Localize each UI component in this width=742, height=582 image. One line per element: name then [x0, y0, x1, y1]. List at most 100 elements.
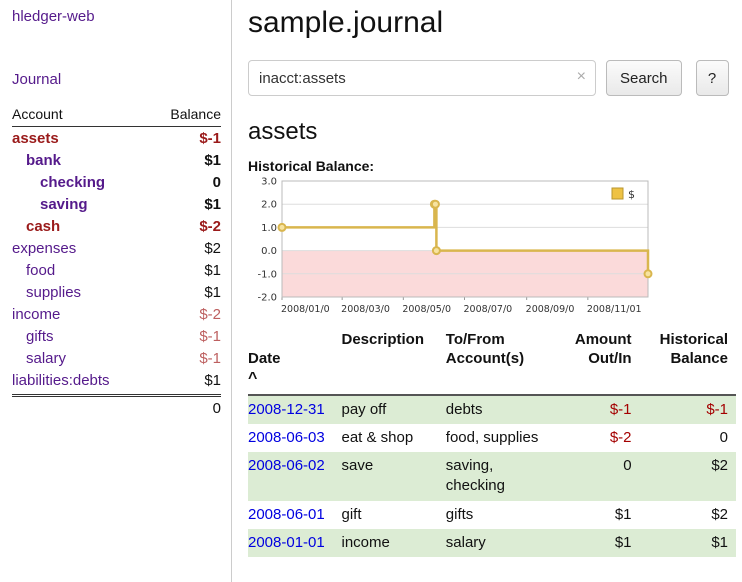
- search-button[interactable]: Search: [606, 60, 682, 96]
- account-row: cash $-2: [12, 215, 221, 237]
- account-balance: $1: [204, 283, 221, 301]
- account-heading: assets: [248, 118, 318, 145]
- sidebar-item-journal[interactable]: Journal: [12, 71, 62, 88]
- svg-text:-1.0: -1.0: [257, 269, 277, 280]
- transaction-description: save: [341, 457, 374, 474]
- accounts-table: Account Balance assets $-1 bank $1 check…: [12, 106, 221, 420]
- svg-text:$: $: [628, 188, 635, 201]
- date-header-label: Date: [248, 349, 281, 367]
- account-row: saving $1: [12, 193, 221, 215]
- account-balance: $1: [204, 261, 221, 279]
- transaction-accounts: saving, checking: [445, 457, 505, 495]
- account-link-cash[interactable]: cash: [26, 217, 61, 235]
- transaction-historical-balance: $1: [711, 533, 728, 551]
- account-link-bank[interactable]: bank: [26, 151, 62, 169]
- transaction-historical-balance: 0: [719, 428, 728, 446]
- account-row: assets $-1: [12, 127, 221, 149]
- svg-text:0.0: 0.0: [261, 246, 277, 257]
- search-input[interactable]: [248, 60, 596, 96]
- svg-text:1.0: 1.0: [261, 223, 277, 234]
- svg-text:2008/05/0: 2008/05/0: [402, 304, 451, 315]
- search-box: ×: [248, 60, 596, 96]
- transaction-row: 2008-06-03 eat & shop food, supplies $-2…: [248, 424, 736, 452]
- transaction-description: eat & shop: [341, 428, 414, 446]
- transaction-date-link[interactable]: 2008-06-02: [248, 457, 325, 474]
- account-row: liabilities:debts $1: [12, 369, 221, 391]
- svg-text:3.0: 3.0: [261, 177, 277, 188]
- svg-text:-2.0: -2.0: [257, 293, 277, 304]
- transaction-accounts: debts: [445, 400, 483, 418]
- transaction-row: 2008-01-01 income salary $1 $1: [248, 528, 736, 557]
- accounts-table-header: Account Balance: [12, 106, 221, 127]
- transaction-date-link[interactable]: 2008-06-01: [248, 505, 325, 523]
- account-balance: $-2: [199, 217, 221, 235]
- account-balance: $-2: [199, 305, 221, 323]
- column-header-amount: Amount Out/In: [558, 329, 640, 396]
- column-header-historical-balance: Historical Balance: [639, 329, 736, 396]
- transaction-row: 2008-06-02 save saving, checking 0 $2: [248, 452, 736, 501]
- transaction-description: income: [341, 533, 390, 551]
- svg-text:2008/11/01: 2008/11/01: [587, 304, 642, 315]
- svg-text:2008/09/0: 2008/09/0: [526, 304, 575, 315]
- clear-search-icon[interactable]: ×: [576, 68, 586, 85]
- account-link-salary[interactable]: salary: [26, 349, 67, 367]
- transaction-row: 2008-06-01 gift gifts $1 $2: [248, 501, 736, 529]
- transactions-table: Date ^ Description To/From Account(s) Am…: [248, 329, 736, 557]
- transaction-description: pay off: [341, 400, 387, 418]
- main-content: sample.journal × Search ? assets Histori…: [232, 0, 742, 582]
- chart-title: Historical Balance:: [248, 158, 375, 174]
- column-header-tofrom: To/From Account(s): [437, 329, 559, 396]
- account-link-assets[interactable]: assets: [12, 129, 59, 147]
- account-row: income $-2: [12, 303, 221, 325]
- accounts-header-balance: Balance: [170, 106, 221, 122]
- account-link-gifts[interactable]: gifts: [26, 327, 54, 345]
- sidebar: hledger-web Journal Account Balance asse…: [0, 0, 232, 582]
- transaction-date-link[interactable]: 2008-01-01: [248, 533, 325, 551]
- account-row: expenses $2: [12, 237, 221, 259]
- account-link-supplies[interactable]: supplies: [26, 283, 82, 301]
- transaction-accounts: salary: [445, 533, 486, 551]
- transactions-header-row: Date ^ Description To/From Account(s) Am…: [248, 329, 736, 396]
- transaction-historical-balance: $-1: [706, 400, 728, 418]
- transaction-accounts: food, supplies: [445, 428, 539, 446]
- transaction-historical-balance: $2: [711, 505, 728, 523]
- account-balance: $1: [204, 151, 221, 169]
- column-header-date[interactable]: Date ^: [248, 329, 334, 396]
- accounts-total: 0: [12, 394, 221, 420]
- transaction-row: 2008-12-31 pay off debts $-1 $-1: [248, 394, 736, 424]
- sort-ascending-icon: ^: [248, 369, 258, 387]
- transaction-amount: $1: [614, 533, 632, 551]
- account-link-checking[interactable]: checking: [40, 173, 106, 191]
- transaction-amount: $1: [614, 505, 632, 523]
- account-balance: $-1: [199, 129, 221, 147]
- transaction-historical-balance: $2: [711, 457, 728, 474]
- account-row: food $1: [12, 259, 221, 281]
- transaction-description: gift: [341, 505, 362, 523]
- account-link-food[interactable]: food: [26, 261, 56, 279]
- balance-chart: 3.0 2.0 1.0 0.0 -1.0 -2.0 2008/01/0 2008/03/0 20…: [257, 177, 653, 315]
- accounts-total-value: 0: [212, 400, 221, 417]
- account-row: supplies $1: [12, 281, 221, 303]
- account-link-expenses[interactable]: expenses: [12, 239, 77, 257]
- transaction-amount: $-1: [609, 400, 632, 418]
- svg-text:2.0: 2.0: [261, 200, 277, 211]
- account-link-liabilities-debts[interactable]: liabilities:debts: [12, 371, 110, 389]
- account-balance: 0: [212, 173, 221, 191]
- account-balance: $1: [204, 195, 221, 213]
- help-button[interactable]: ?: [695, 60, 729, 96]
- account-link-income[interactable]: income: [12, 305, 61, 323]
- brand-link[interactable]: hledger-web: [12, 8, 95, 25]
- transaction-accounts: gifts: [445, 505, 474, 523]
- accounts-header-account: Account: [12, 106, 63, 122]
- transaction-date-link[interactable]: 2008-06-03: [248, 428, 325, 446]
- account-link-saving[interactable]: saving: [40, 195, 88, 213]
- transaction-date-link[interactable]: 2008-12-31: [248, 400, 325, 418]
- column-header-description: Description: [333, 329, 438, 396]
- svg-text:2008/07/0: 2008/07/0: [463, 304, 512, 315]
- transaction-amount: $-2: [609, 428, 632, 446]
- account-row: gifts $-1: [12, 325, 221, 347]
- account-balance: $-1: [199, 327, 221, 345]
- svg-text:2008/03/0: 2008/03/0: [341, 304, 390, 315]
- account-row: checking 0: [12, 171, 221, 193]
- account-balance: $1: [204, 371, 221, 389]
